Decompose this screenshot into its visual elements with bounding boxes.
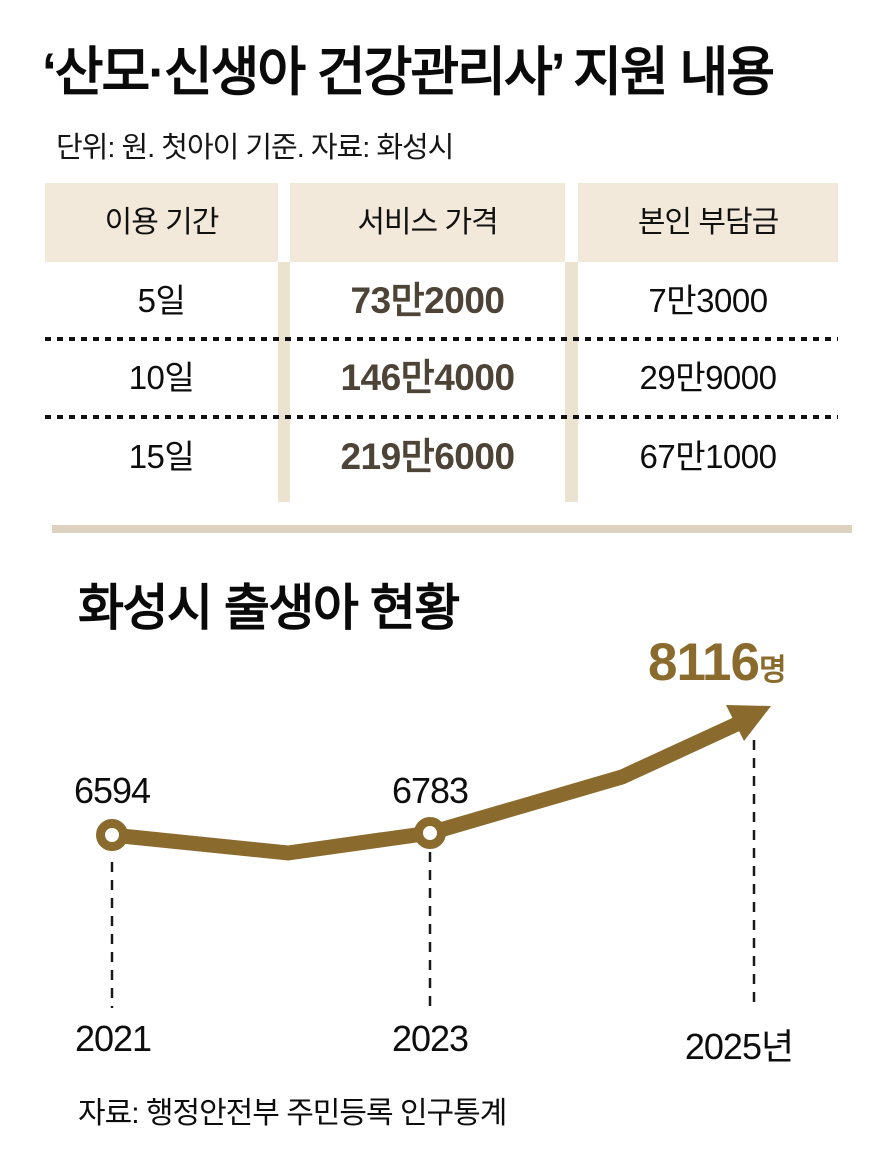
table-row-price: 73만2000 [350,280,505,321]
row-divider-dotted [45,415,838,419]
page-subtitle: 단위: 원. 첫아이 기준. 자료: 화성시 [56,132,454,164]
column-separator-1 [278,262,290,502]
table-header-bg-3 [578,183,838,262]
x-tick-2025: 2025년 [684,1026,794,1067]
chart-peak-value: 8116명 [648,632,787,693]
row-divider-dotted [45,337,838,341]
x-tick-2023: 2023 [391,1018,469,1059]
table-header-bg-1 [45,183,278,262]
peak-number: 8116 [648,633,760,692]
point-label-2021: 6594 [73,770,151,811]
col-header-copay: 본인 부담금 [637,206,779,239]
point-label-2023: 6783 [391,770,469,811]
birth-trend-chart [96,705,771,1008]
support-table: 이용 기간 서비스 가격 본인 부담금 5일 73만2000 7만3000 10… [45,183,838,502]
table-row-period: 10일 [128,359,195,396]
section-divider [52,525,852,533]
chart-source: 자료: 행정안전부 주민등록 인구통계 [78,1097,507,1130]
arrow-head-icon [726,705,771,741]
data-point-2023 [414,817,446,849]
table-header-bg-2 [290,183,565,262]
chart-title: 화성시 출생아 현황 [78,580,460,636]
table-row-price: 219만6000 [340,436,515,477]
column-separator-2 [565,262,578,502]
x-tick-2021: 2021 [74,1018,152,1059]
table-row-period: 15일 [128,438,195,475]
data-point-2021 [96,819,128,851]
col-header-price: 서비스 가격 [357,206,498,239]
page-title: ‘산모·신생아 건강관리사’ 지원 내용 [42,43,775,102]
table-row-copay: 67만1000 [639,438,777,475]
table-row-period: 5일 [137,282,186,319]
peak-unit: 명 [758,654,787,687]
table-row-copay: 7만3000 [648,282,768,319]
col-header-period: 이용 기간 [104,206,220,239]
table-row-price: 146만4000 [340,357,515,398]
table-row-copay: 29만9000 [639,359,777,396]
